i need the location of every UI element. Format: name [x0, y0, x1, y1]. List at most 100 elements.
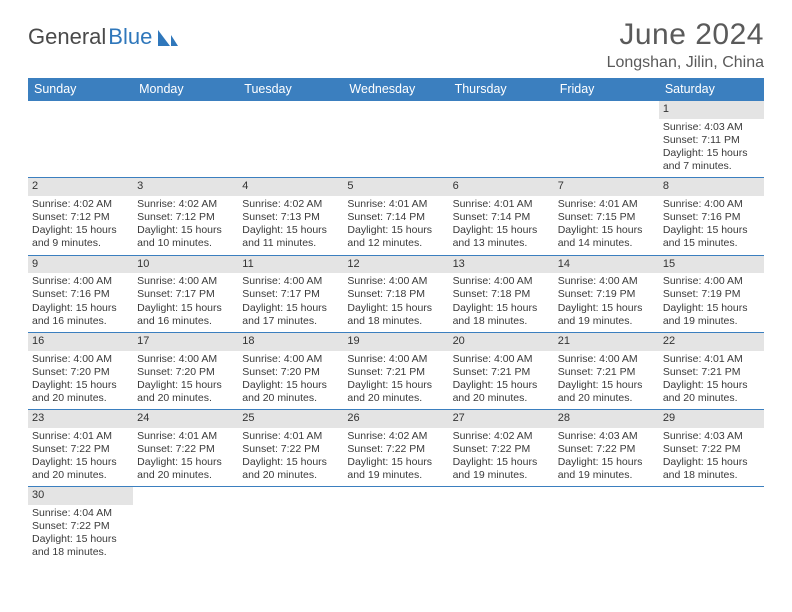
calendar-cell-empty — [343, 101, 448, 177]
date-number: 10 — [133, 256, 238, 274]
daylight-text: and 7 minutes. — [663, 160, 760, 173]
title-block: June 2024 Longshan, Jilin, China — [607, 18, 764, 72]
date-number: 29 — [659, 410, 764, 428]
daylight-text: Daylight: 15 hours — [347, 379, 444, 392]
sunrise-text: Sunrise: 4:00 AM — [347, 353, 444, 366]
sunrise-text: Sunrise: 4:00 AM — [347, 275, 444, 288]
daylight-text: and 16 minutes. — [32, 315, 129, 328]
calendar-page: GeneralBlue June 2024 Longshan, Jilin, C… — [0, 0, 792, 564]
daylight-text: and 15 minutes. — [663, 237, 760, 250]
daylight-text: and 20 minutes. — [663, 392, 760, 405]
date-number: 25 — [238, 410, 343, 428]
sunset-text: Sunset: 7:19 PM — [558, 288, 655, 301]
sunrise-text: Sunrise: 4:01 AM — [663, 353, 760, 366]
date-number: 3 — [133, 178, 238, 196]
day-header-thu: Thursday — [449, 78, 554, 101]
calendar-cell-empty — [133, 487, 238, 563]
daylight-text: Daylight: 15 hours — [32, 224, 129, 237]
calendar-cell: 15Sunrise: 4:00 AMSunset: 7:19 PMDayligh… — [659, 256, 764, 332]
calendar-cell: 6Sunrise: 4:01 AMSunset: 7:14 PMDaylight… — [449, 178, 554, 254]
sunrise-text: Sunrise: 4:00 AM — [137, 275, 234, 288]
day-header-fri: Friday — [554, 78, 659, 101]
date-number: 7 — [554, 178, 659, 196]
calendar-cell: 12Sunrise: 4:00 AMSunset: 7:18 PMDayligh… — [343, 256, 448, 332]
daylight-text: and 20 minutes. — [242, 392, 339, 405]
date-number: 26 — [343, 410, 448, 428]
date-number: 20 — [449, 333, 554, 351]
calendar-cell: 8Sunrise: 4:00 AMSunset: 7:16 PMDaylight… — [659, 178, 764, 254]
daylight-text: and 18 minutes. — [32, 546, 129, 559]
daylight-text: Daylight: 15 hours — [242, 456, 339, 469]
date-number: 12 — [343, 256, 448, 274]
calendar-cell: 30Sunrise: 4:04 AMSunset: 7:22 PMDayligh… — [28, 487, 133, 563]
calendar-cell-empty — [133, 101, 238, 177]
date-number: 9 — [28, 256, 133, 274]
calendar-cell-empty — [449, 101, 554, 177]
date-number: 23 — [28, 410, 133, 428]
date-number: 5 — [343, 178, 448, 196]
daylight-text: Daylight: 15 hours — [558, 224, 655, 237]
daylight-text: and 20 minutes. — [32, 469, 129, 482]
daylight-text: Daylight: 15 hours — [32, 379, 129, 392]
sunrise-text: Sunrise: 4:02 AM — [32, 198, 129, 211]
daylight-text: Daylight: 15 hours — [663, 147, 760, 160]
sunrise-text: Sunrise: 4:00 AM — [558, 275, 655, 288]
sunrise-text: Sunrise: 4:03 AM — [558, 430, 655, 443]
calendar-week: 16Sunrise: 4:00 AMSunset: 7:20 PMDayligh… — [28, 333, 764, 410]
header: GeneralBlue June 2024 Longshan, Jilin, C… — [28, 18, 764, 72]
date-number: 13 — [449, 256, 554, 274]
calendar-cell: 10Sunrise: 4:00 AMSunset: 7:17 PMDayligh… — [133, 256, 238, 332]
sunset-text: Sunset: 7:12 PM — [137, 211, 234, 224]
date-number: 2 — [28, 178, 133, 196]
daylight-text: and 9 minutes. — [32, 237, 129, 250]
daylight-text: Daylight: 15 hours — [453, 456, 550, 469]
sunrise-text: Sunrise: 4:00 AM — [663, 275, 760, 288]
sunset-text: Sunset: 7:17 PM — [137, 288, 234, 301]
daylight-text: and 10 minutes. — [137, 237, 234, 250]
date-number: 17 — [133, 333, 238, 351]
sunset-text: Sunset: 7:20 PM — [137, 366, 234, 379]
calendar-cell: 26Sunrise: 4:02 AMSunset: 7:22 PMDayligh… — [343, 410, 448, 486]
calendar-cell-empty — [659, 487, 764, 563]
sunset-text: Sunset: 7:12 PM — [32, 211, 129, 224]
sunset-text: Sunset: 7:20 PM — [242, 366, 339, 379]
calendar-cell: 14Sunrise: 4:00 AMSunset: 7:19 PMDayligh… — [554, 256, 659, 332]
brand-name-1: General — [28, 24, 106, 50]
sunset-text: Sunset: 7:21 PM — [663, 366, 760, 379]
daylight-text: and 20 minutes. — [347, 392, 444, 405]
daylight-text: Daylight: 15 hours — [663, 379, 760, 392]
daylight-text: and 19 minutes. — [453, 469, 550, 482]
daylight-text: and 16 minutes. — [137, 315, 234, 328]
daylight-text: and 20 minutes. — [558, 392, 655, 405]
daylight-text: Daylight: 15 hours — [242, 224, 339, 237]
sunset-text: Sunset: 7:22 PM — [32, 443, 129, 456]
day-header-row: Sunday Monday Tuesday Wednesday Thursday… — [28, 78, 764, 101]
date-number: 14 — [554, 256, 659, 274]
sunset-text: Sunset: 7:15 PM — [558, 211, 655, 224]
date-number: 19 — [343, 333, 448, 351]
daylight-text: and 19 minutes. — [558, 315, 655, 328]
daylight-text: Daylight: 15 hours — [663, 302, 760, 315]
daylight-text: Daylight: 15 hours — [242, 379, 339, 392]
date-number: 24 — [133, 410, 238, 428]
calendar-cell: 22Sunrise: 4:01 AMSunset: 7:21 PMDayligh… — [659, 333, 764, 409]
day-header-mon: Monday — [133, 78, 238, 101]
brand-name-2: Blue — [108, 24, 152, 50]
sunset-text: Sunset: 7:22 PM — [558, 443, 655, 456]
calendar-cell: 16Sunrise: 4:00 AMSunset: 7:20 PMDayligh… — [28, 333, 133, 409]
date-number: 8 — [659, 178, 764, 196]
daylight-text: and 19 minutes. — [347, 469, 444, 482]
calendar-cell: 11Sunrise: 4:00 AMSunset: 7:17 PMDayligh… — [238, 256, 343, 332]
sunrise-text: Sunrise: 4:00 AM — [242, 353, 339, 366]
daylight-text: and 19 minutes. — [663, 315, 760, 328]
sunrise-text: Sunrise: 4:01 AM — [242, 430, 339, 443]
sunset-text: Sunset: 7:18 PM — [453, 288, 550, 301]
calendar-cell-empty — [238, 101, 343, 177]
daylight-text: and 18 minutes. — [453, 315, 550, 328]
daylight-text: and 11 minutes. — [242, 237, 339, 250]
daylight-text: and 20 minutes. — [32, 392, 129, 405]
daylight-text: Daylight: 15 hours — [453, 302, 550, 315]
sunset-text: Sunset: 7:22 PM — [663, 443, 760, 456]
sunset-text: Sunset: 7:18 PM — [347, 288, 444, 301]
daylight-text: Daylight: 15 hours — [347, 224, 444, 237]
